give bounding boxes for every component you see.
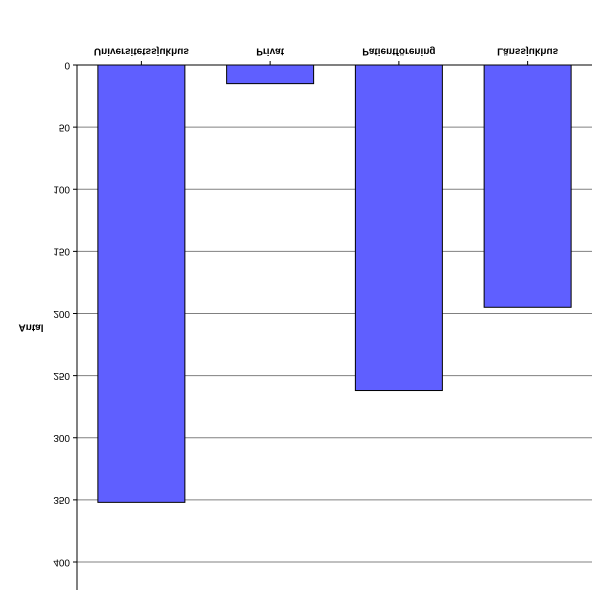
bars: [97, 64, 572, 503]
x-tick-labels: Universitetssjukhus Privat Patientförening…: [94, 45, 559, 65]
y-tick-label: 50: [59, 121, 71, 132]
x-tick-label: Länssjukhus: [497, 45, 559, 56]
y-tick-label: 400: [53, 556, 70, 567]
bar: [354, 64, 443, 392]
y-tick-label: 0: [64, 59, 70, 70]
y-tick-label: 250: [53, 370, 70, 381]
y-tick-labels: 0 50 100 150 200 250 300 350 400: [53, 59, 77, 567]
x-tick-label: Universitetssjukhus: [94, 45, 189, 56]
bar: [483, 64, 572, 308]
y-axis-label: Antal: [19, 321, 44, 332]
y-tick-label: 300: [53, 432, 70, 443]
x-tick-label: Patientförening: [362, 45, 435, 56]
y-tick-label: 350: [53, 494, 70, 505]
bar: [97, 64, 186, 503]
x-tick-label: Privat: [256, 45, 284, 56]
y-tick-label: 100: [53, 184, 70, 195]
y-tick-label: 200: [53, 308, 70, 319]
bar: [226, 64, 315, 85]
y-tick-label: 150: [53, 246, 70, 257]
